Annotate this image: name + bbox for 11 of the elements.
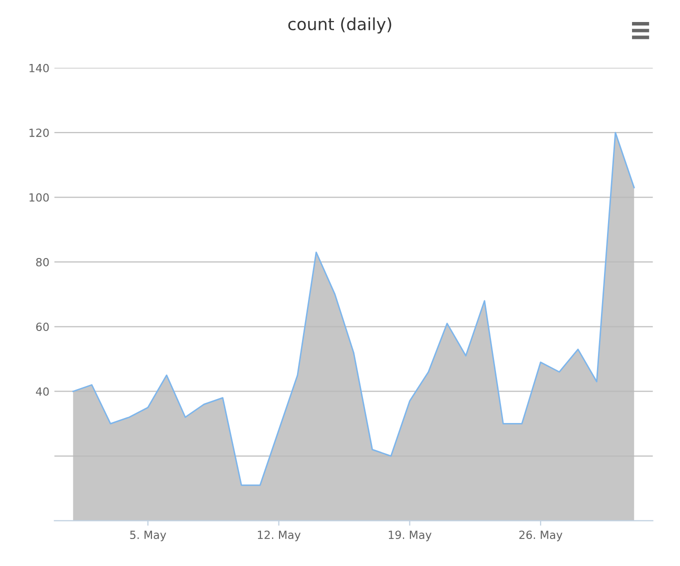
- y-tick-label: 140: [30, 64, 49, 72]
- y-tick-label: 100: [30, 193, 49, 202]
- chart-title: count (daily): [288, 17, 392, 34]
- x-tick-label: 12. May: [258, 530, 301, 542]
- y-tick-label: 120: [30, 128, 49, 137]
- y-tick-label: 40: [36, 387, 49, 396]
- x-tick-label: 26. May: [519, 530, 562, 542]
- x-tick-label: 19. May: [388, 530, 432, 542]
- y-tick-label: 80: [36, 258, 49, 266]
- y-tick-label: 60: [36, 322, 49, 332]
- x-tick-label: 5. May: [130, 530, 166, 542]
